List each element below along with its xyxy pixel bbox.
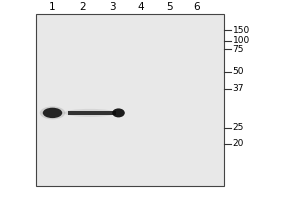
Text: 25: 25 xyxy=(232,123,244,132)
Polygon shape xyxy=(68,111,116,115)
Text: 6: 6 xyxy=(193,2,200,12)
Ellipse shape xyxy=(43,108,62,118)
Ellipse shape xyxy=(112,108,125,117)
Text: 37: 37 xyxy=(232,84,244,93)
Text: 20: 20 xyxy=(232,139,244,148)
Ellipse shape xyxy=(64,109,116,117)
Text: 4: 4 xyxy=(138,2,144,12)
Bar xyxy=(36,14,224,186)
Text: 5: 5 xyxy=(166,2,173,12)
Text: 2: 2 xyxy=(79,2,86,12)
Text: 75: 75 xyxy=(232,45,244,54)
Ellipse shape xyxy=(40,106,65,119)
Text: 150: 150 xyxy=(232,26,250,35)
Text: 1: 1 xyxy=(49,2,56,12)
Text: 3: 3 xyxy=(109,2,116,12)
Text: 50: 50 xyxy=(232,67,244,76)
Text: 100: 100 xyxy=(232,36,250,45)
